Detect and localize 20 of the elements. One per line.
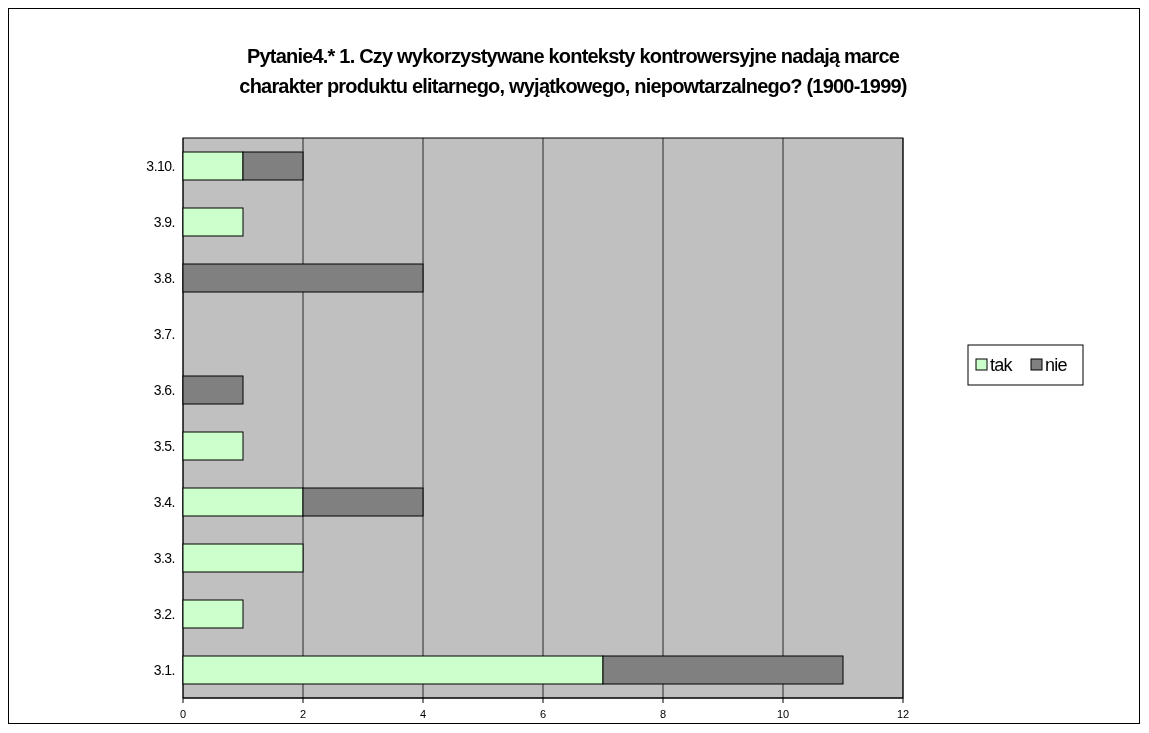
legend-label: tak [990, 355, 1014, 375]
x-tick-label: 2 [299, 708, 307, 720]
y-tick-label: 3.5. [153, 438, 175, 454]
y-tick-label: 3.9. [153, 214, 175, 230]
x-tick-label: 8 [659, 708, 667, 720]
y-tick-label: 3.10. [146, 158, 175, 174]
y-tick-label: 3.2. [153, 606, 175, 622]
x-tick-label: 6 [539, 708, 547, 720]
x-tick-label: 12 [896, 708, 910, 720]
chart-title: Pytanie4.* 1. Czy wykorzystywane konteksty kontrowersyjne nadają marce charakter produktu elitarnego, wyjątkowego, niepowtarzalnego? (1900-1999) [239, 45, 907, 97]
x-tick-label: 4 [419, 708, 427, 720]
y-tick-label: 3.7. [153, 326, 175, 342]
y-tick-label: 3.1. [153, 662, 175, 678]
legend-label: nie [1045, 355, 1068, 375]
y-tick-label: 3.6. [153, 382, 175, 398]
x-tick-label: 0 [179, 708, 187, 720]
x-tick-label: 10 [776, 708, 790, 720]
y-tick-label: 3.4. [153, 494, 175, 510]
y-tick-label: 3.3. [153, 550, 175, 566]
y-tick-label: 3.8. [153, 270, 175, 286]
